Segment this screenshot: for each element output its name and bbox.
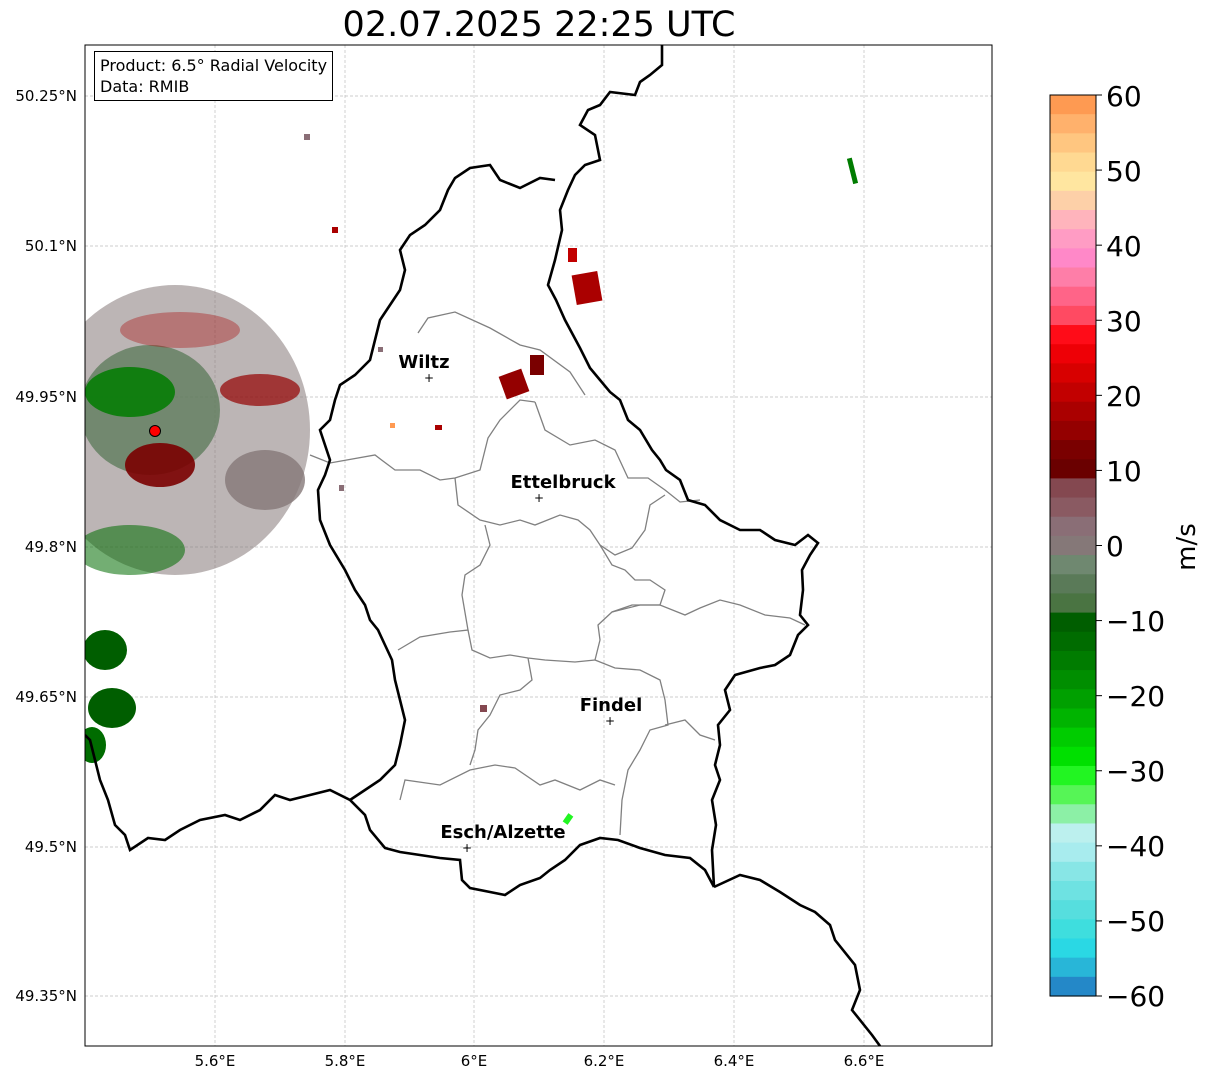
colorbar-tick-label: 20 [1106,380,1142,413]
colorbar-tick-label: 40 [1106,230,1142,263]
colorbar-swatch [1050,689,1096,710]
colorbar-ticks: 60 50 40 30 20 10 0 −10 −20 −30 −40 −50 … [1106,80,1165,1013]
colorbar-tick-label: 60 [1106,80,1142,113]
national-borders [85,45,882,1046]
colorbar-swatch [1050,152,1096,173]
colorbar-tick-label: −30 [1106,755,1165,788]
plot-frame [84,44,993,1047]
colorbar [1050,94,1102,997]
lon-tick-label: 6.4°E [714,1052,755,1070]
colorbar-swatch [1050,957,1096,978]
city-label-esch-alzette: Esch/Alzette [440,822,565,843]
lon-tick-label: 6.2°E [584,1052,625,1070]
colorbar-tick-label: 0 [1106,530,1124,563]
colorbar-swatch [1050,574,1096,595]
colorbar-swatch [1050,650,1096,671]
radar-echo-field [85,285,310,763]
city-marker: + [424,371,434,385]
colorbar-swatch [1050,900,1096,920]
colorbar-swatch [1050,95,1096,115]
lat-tick-label: 49.5°N [25,838,77,856]
lat-tick-label: 49.8°N [25,538,77,556]
lat-tick-label: 49.35°N [15,987,77,1005]
colorbar-swatch [1050,286,1096,307]
colorbar-tick-label: −20 [1106,680,1165,713]
colorbar-swatch [1050,938,1096,959]
colorbar-swatch [1050,210,1096,230]
colorbar-swatch [1050,497,1096,518]
colorbar-swatch [1050,382,1096,403]
colorbar-swatch [1050,344,1096,364]
city-label-findel: Findel [580,695,643,716]
lon-tick-label: 5.8°E [325,1052,366,1070]
colorbar-swatch [1050,804,1096,825]
lat-tick-label: 50.25°N [15,87,77,105]
colorbar-swatch [1050,861,1096,882]
colorbar-tick-label: −10 [1106,605,1165,638]
lat-tick-label: 49.95°N [15,388,77,406]
lat-tick-label: 49.65°N [15,688,77,706]
colorbar-swatch [1050,229,1096,249]
colorbar-swatch [1050,171,1096,192]
colorbar-swatch [1050,746,1096,767]
colorbar-swatch [1050,880,1096,901]
city-marker: + [534,491,544,505]
lon-tick-label: 6.6°E [844,1052,885,1070]
city-markers: + Wiltz + Ettelbruck + Findel + Esch/Alz… [398,352,642,855]
colorbar-unit-label: m/s [1172,523,1202,571]
colorbar-swatch [1050,478,1096,499]
colorbar-swatch [1050,919,1096,940]
colorbar-swatch [1050,267,1096,288]
colorbar-swatch [1050,440,1096,460]
colorbar-tick-label: −50 [1106,905,1165,938]
colorbar-frame [1049,94,1097,997]
colorbar-tick-label: 50 [1106,155,1142,188]
colorbar-swatch [1050,785,1096,805]
colorbar-tick-label: 10 [1106,455,1142,488]
colorbar-swatch [1050,976,1096,997]
colorbar-swatch [1050,612,1096,633]
product-text: Product: 6.5° Radial Velocity [100,56,328,75]
colorbar-swatch [1050,305,1096,326]
colorbar-swatch [1050,248,1096,269]
chart-title: 02.07.2025 22:25 UTC [342,5,736,45]
longitude-labels: 5.6°E 5.8°E 6°E 6.2°E 6.4°E 6.6°E [195,1052,885,1070]
colorbar-swatch [1050,535,1096,556]
colorbar-swatch [1050,727,1096,748]
colorbar-tick-label: 30 [1106,305,1142,338]
colorbar-swatch [1050,765,1096,786]
city-marker: + [462,841,472,855]
colorbar-swatch [1050,842,1096,863]
colorbar-swatch [1050,133,1096,154]
colorbar-swatch [1050,190,1096,211]
colorbar-tick-label: −40 [1106,830,1165,863]
lon-tick-label: 6°E [461,1052,488,1070]
colorbar-swatch [1050,708,1096,729]
colorbar-swatch [1050,325,1096,345]
colorbar-swatch [1050,401,1096,422]
colorbar-swatch [1050,823,1096,844]
colorbar-swatch [1050,516,1096,537]
canton-borders [309,311,806,836]
city-label-wiltz: Wiltz [398,352,449,373]
lon-tick-label: 5.6°E [195,1052,236,1070]
colorbar-swatch [1050,114,1096,134]
data-source-text: Data: RMIB [100,77,190,96]
lat-tick-label: 50.1°N [25,237,77,255]
latitude-labels: 50.25°N 50.1°N 49.95°N 49.8°N 49.65°N 49… [15,87,77,1005]
colorbar-swatch [1050,459,1096,479]
colorbar-swatch [1050,420,1096,441]
colorbar-swatch [1050,593,1096,614]
city-marker: + [605,714,615,728]
colorbar-swatch [1050,670,1096,690]
colorbar-swatch [1050,631,1096,652]
colorbar-tick-label: −60 [1106,980,1165,1013]
radar-echo-cells [304,134,859,825]
product-info-box: Product: 6.5° Radial Velocity Data: RMIB [94,51,334,101]
colorbar-swatch [1050,555,1096,575]
city-label-ettelbruck: Ettelbruck [510,472,616,493]
colorbar-swatch [1050,363,1096,384]
radar-site-marker [149,425,161,437]
